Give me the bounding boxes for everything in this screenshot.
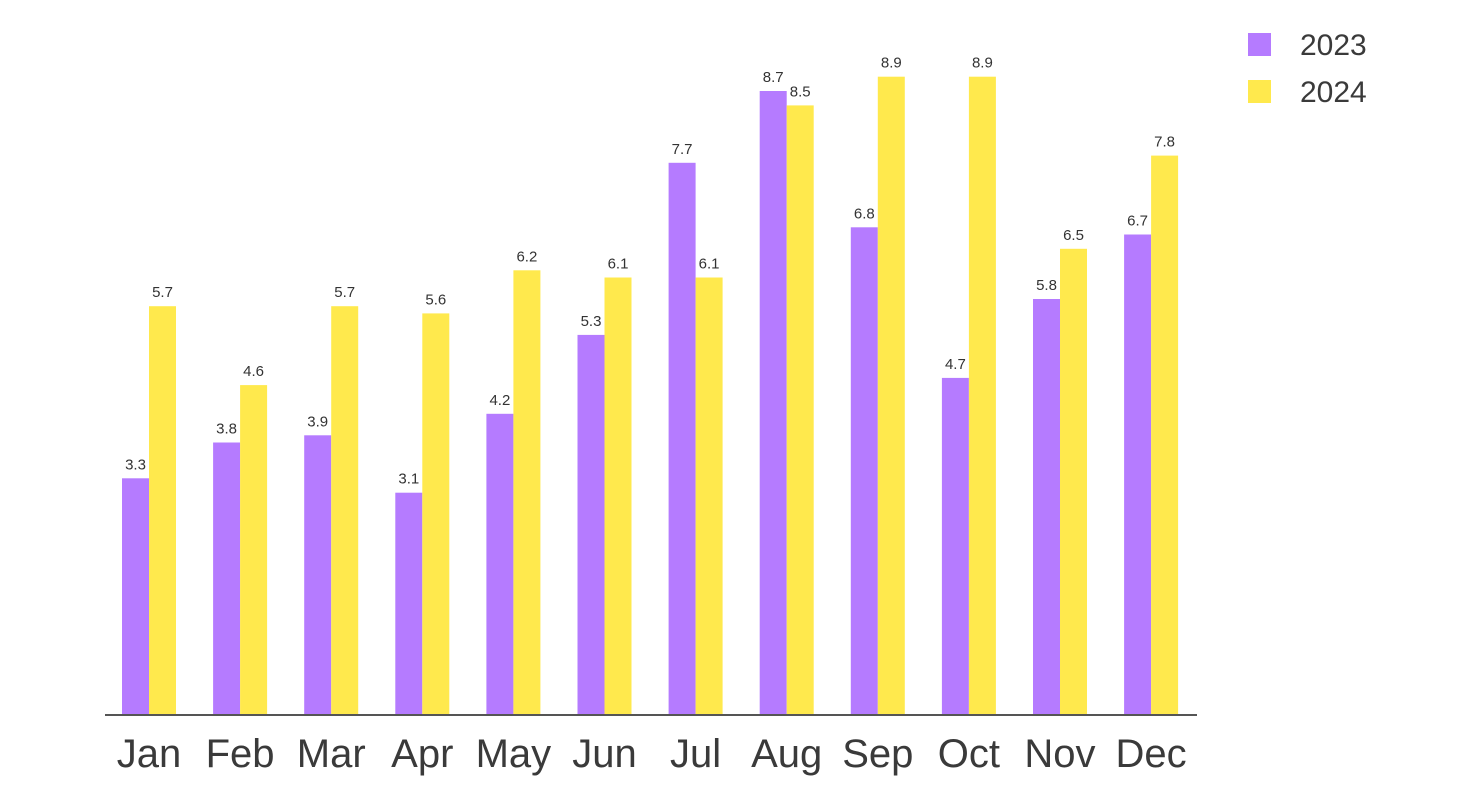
bar-2024-dec: [1151, 155, 1179, 716]
bar-2023-feb: [213, 442, 241, 715]
bar-2023-aug: [759, 91, 787, 715]
x-tick-label-may: May: [476, 732, 552, 776]
x-tick-label-oct: Oct: [938, 732, 1000, 776]
bar-2024-may: [513, 270, 541, 715]
x-tick-label-aug: Aug: [751, 732, 822, 776]
value-label-2023-may: 4.2: [489, 392, 510, 409]
value-label-2024-jun: 6.1: [608, 256, 629, 273]
bar-2024-jul: [695, 277, 723, 715]
bar-2024-jun: [604, 277, 632, 715]
value-label-2024-jul: 6.1: [699, 256, 720, 273]
value-label-2023-sep: 6.8: [854, 205, 875, 222]
bar-2024-jan: [149, 306, 176, 715]
bar-2024-aug: [786, 105, 814, 715]
value-labels-layer: 3.3 5.7 3.8 4.6 3.9 5.7 3.1 5.6 4.2 6.2 5.3 6.1 7.7 6…: [125, 55, 1175, 488]
bar-2023-jan: [122, 478, 149, 715]
bar-2023-mar: [304, 435, 332, 715]
value-label-2024-mar: 5.7: [334, 284, 355, 301]
value-label-2024-feb: 4.6: [243, 363, 264, 380]
x-tick-label-dec: Dec: [1116, 732, 1187, 776]
x-axis-tick-labels: Jan Feb Mar Apr May Jun Jul Aug Sep Oct Nov Dec: [117, 732, 1187, 776]
value-label-2023-aug: 8.7: [763, 69, 784, 86]
legend: 2023 2024: [1248, 29, 1367, 109]
value-label-2024-jan: 5.7: [152, 284, 173, 301]
legend-label-2024: 2024: [1300, 76, 1367, 109]
x-tick-label-jun: Jun: [572, 732, 637, 776]
bar-2023-jun: [577, 334, 605, 715]
x-tick-label-sep: Sep: [842, 732, 913, 776]
x-tick-label-jul: Jul: [670, 732, 721, 776]
bar-2023-may: [486, 413, 514, 715]
bar-2024-apr: [422, 313, 450, 715]
x-tick-label-feb: Feb: [206, 732, 275, 776]
value-label-2023-dec: 6.7: [1127, 213, 1148, 230]
value-label-2024-sep: 8.9: [881, 55, 902, 72]
value-label-2023-jan: 3.3: [125, 456, 146, 473]
bar-2024-sep: [877, 76, 905, 715]
legend-swatch-2023: [1248, 33, 1271, 56]
value-label-2024-aug: 8.5: [790, 83, 811, 100]
bar-2023-sep: [850, 227, 878, 716]
bar-2023-jul: [668, 162, 696, 716]
bar-2023-apr: [395, 492, 423, 715]
value-label-2024-nov: 6.5: [1063, 227, 1084, 244]
legend-swatch-2024: [1248, 80, 1271, 103]
value-label-2023-oct: 4.7: [945, 356, 966, 373]
x-tick-label-apr: Apr: [391, 732, 453, 776]
value-label-2023-nov: 5.8: [1036, 277, 1057, 294]
bar-2024-oct: [968, 76, 996, 715]
value-label-2023-jun: 5.3: [581, 313, 602, 330]
value-label-2024-dec: 7.8: [1154, 134, 1175, 151]
bar-2024-feb: [240, 385, 268, 715]
value-label-2024-apr: 5.6: [425, 291, 446, 308]
value-label-2023-mar: 3.9: [307, 413, 328, 430]
value-label-2024-oct: 8.9: [972, 55, 993, 72]
value-label-2024-may: 6.2: [516, 248, 537, 265]
bar-2023-dec: [1124, 234, 1152, 715]
bar-2023-oct: [941, 377, 969, 715]
value-label-2023-apr: 3.1: [398, 471, 419, 488]
bar-2024-nov: [1060, 248, 1087, 716]
x-tick-label-mar: Mar: [297, 732, 366, 776]
bars-layer: [122, 76, 1179, 716]
x-tick-label-jan: Jan: [117, 732, 182, 776]
bar-2023-nov: [1033, 299, 1060, 715]
value-label-2023-jul: 7.7: [672, 141, 693, 158]
x-tick-label-nov: Nov: [1024, 732, 1095, 776]
legend-label-2023: 2023: [1300, 29, 1367, 62]
bar-2024-mar: [331, 306, 359, 715]
value-label-2023-feb: 3.8: [216, 421, 237, 438]
